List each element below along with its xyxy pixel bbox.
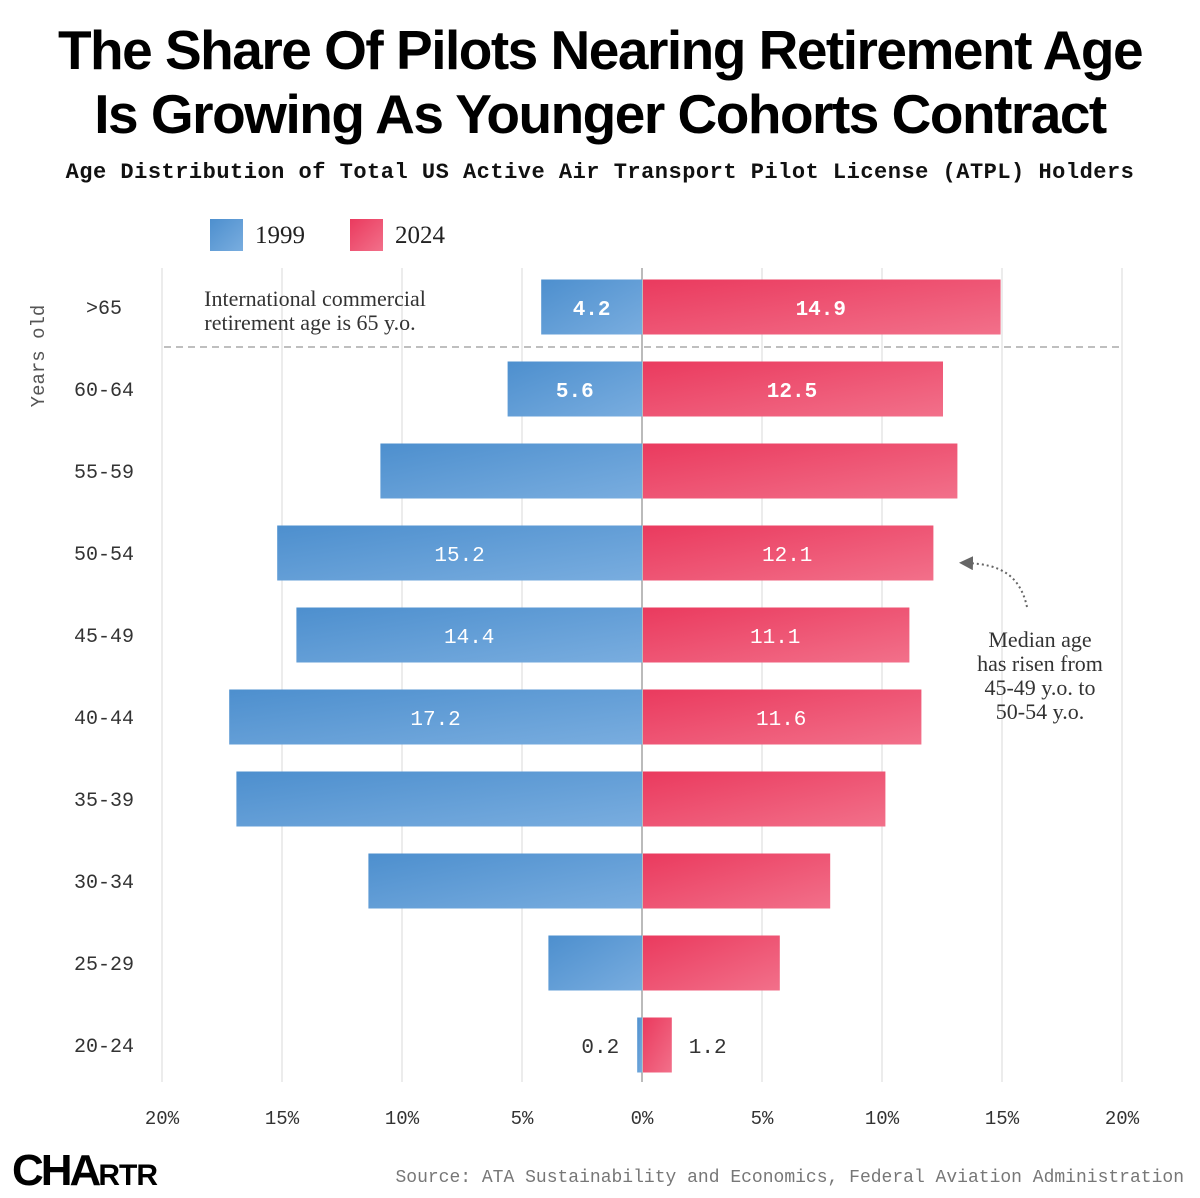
data-label-2024: 14.9 — [796, 299, 846, 322]
bar-1999 — [296, 607, 642, 663]
bar-2024 — [643, 935, 780, 991]
bar-1999 — [541, 279, 642, 335]
median-note-line: 50-54 y.o. — [996, 699, 1084, 724]
category-label: 30-34 — [74, 872, 134, 895]
data-label-1999: 17.2 — [410, 709, 460, 732]
x-tick-label: 5% — [511, 1108, 534, 1130]
data-label-1999: 14.4 — [444, 627, 494, 650]
legend-label-1999: 1999 — [255, 222, 305, 249]
bar-2024 — [643, 853, 831, 909]
bar-2024 — [643, 279, 1001, 335]
data-label-2024: 12.5 — [767, 381, 817, 404]
x-tick-label: 15% — [985, 1108, 1020, 1130]
bar-1999 — [548, 935, 642, 991]
title-line-1: The Share Of Pilots Nearing Retirement A… — [57, 19, 1144, 81]
category-label: 55-59 — [74, 462, 134, 485]
x-tick-label: 20% — [1105, 1108, 1140, 1130]
data-label-2024: 11.6 — [756, 709, 806, 732]
bar-2024 — [643, 361, 943, 417]
data-label-1999: 4.2 — [573, 299, 611, 322]
source-note: Source: ATA Sustainability and Economics… — [395, 1168, 1184, 1188]
x-tick-label: 10% — [865, 1108, 900, 1130]
bar-1999 — [229, 689, 642, 745]
x-tick-label: 5% — [751, 1108, 774, 1130]
x-tick-label: 15% — [265, 1108, 300, 1130]
y-axis-title: Years old — [28, 305, 50, 408]
median-arrow — [959, 556, 1028, 608]
category-label: 45-49 — [74, 626, 134, 649]
bar-1999 — [507, 361, 642, 417]
title-line-2: Is Growing As Younger Cohorts Contract — [94, 83, 1107, 145]
bar-2024 — [643, 607, 910, 663]
bar-1999 — [277, 525, 642, 581]
category-label: 60-64 — [74, 380, 134, 403]
logo-part-2: RTR — [98, 1159, 158, 1192]
chart-title: The Share Of Pilots Nearing Retirement A… — [0, 18, 1200, 146]
category-label: >65 — [86, 298, 122, 321]
data-label-2024: 11.1 — [750, 627, 800, 650]
bar-2024 — [643, 689, 922, 745]
bar-1999 — [368, 853, 642, 909]
data-label-2024: 1.2 — [689, 1037, 727, 1060]
legend-label-2024: 2024 — [395, 222, 446, 249]
data-label-1999: 5.6 — [556, 381, 594, 404]
category-label: 25-29 — [74, 954, 134, 977]
x-tick-label: 10% — [385, 1108, 420, 1130]
median-note-line: Median age — [988, 627, 1091, 652]
category-label: 40-44 — [74, 708, 134, 731]
bar-2024 — [643, 1017, 672, 1073]
median-note-line: has risen from — [977, 651, 1103, 676]
bar-1999 — [236, 771, 642, 827]
logo-part-1: CHA — [12, 1146, 101, 1195]
bar-2024 — [643, 525, 934, 581]
category-label: 20-24 — [74, 1036, 134, 1059]
category-label: 35-39 — [74, 790, 134, 813]
retirement-note-line-2: retirement age is 65 y.o. — [204, 310, 415, 335]
bar-2024 — [643, 443, 958, 499]
data-label-2024: 12.1 — [762, 545, 812, 568]
legend-swatch-2024 — [350, 219, 383, 251]
chartr-logo: CHARTR — [12, 1146, 158, 1196]
retirement-note-line-1: International commercial — [204, 286, 426, 311]
chart-subtitle: Age Distribution of Total US Active Air … — [65, 160, 1135, 185]
median-note-line: 45-49 y.o. to — [984, 675, 1095, 700]
x-tick-label: 20% — [145, 1108, 180, 1130]
bar-1999 — [637, 1017, 642, 1073]
bar-2024 — [643, 771, 886, 827]
category-label: 50-54 — [74, 544, 134, 567]
bar-1999 — [380, 443, 642, 499]
data-label-1999: 0.2 — [581, 1037, 619, 1060]
data-label-1999: 15.2 — [434, 545, 484, 568]
x-tick-label: 0% — [631, 1108, 654, 1130]
legend-swatch-1999 — [210, 219, 243, 251]
